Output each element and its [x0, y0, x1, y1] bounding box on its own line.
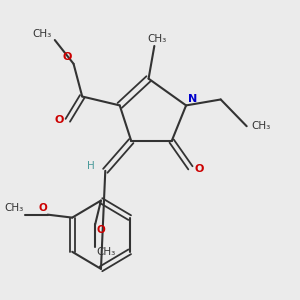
- Text: N: N: [188, 94, 197, 104]
- Text: CH₃: CH₃: [148, 34, 167, 44]
- Text: CH₃: CH₃: [97, 248, 116, 257]
- Text: O: O: [63, 52, 72, 62]
- Text: O: O: [195, 164, 204, 174]
- Text: O: O: [38, 203, 47, 213]
- Text: CH₃: CH₃: [4, 203, 23, 213]
- Text: O: O: [97, 225, 105, 235]
- Text: O: O: [55, 115, 64, 125]
- Text: CH₃: CH₃: [33, 28, 52, 38]
- Text: CH₃: CH₃: [252, 121, 271, 131]
- Text: H: H: [87, 161, 94, 171]
